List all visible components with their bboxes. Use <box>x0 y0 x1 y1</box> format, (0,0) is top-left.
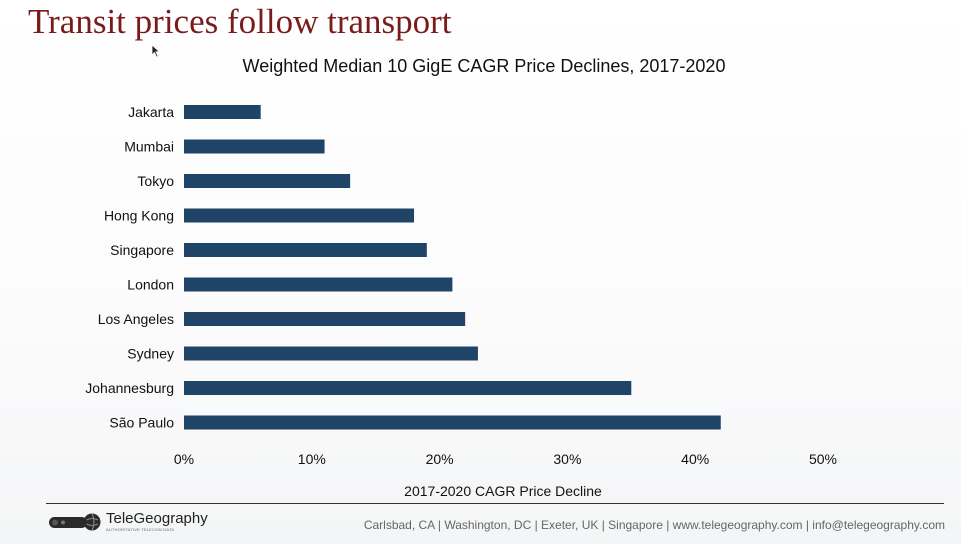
x-tick-label: 30% <box>553 451 581 467</box>
slide-title: Transit prices follow transport <box>28 2 452 41</box>
footer-logo: TeleGeography AUTHORITATIVE TELECOM DATA <box>48 511 208 533</box>
globe-logo-icon <box>49 513 101 531</box>
category-label: London <box>127 277 174 293</box>
bar <box>184 312 466 326</box>
x-axis-title: 2017-2020 CAGR Price Decline <box>404 483 602 499</box>
category-label: Los Angeles <box>98 311 174 327</box>
x-tick-label: 50% <box>809 451 837 467</box>
category-label: Jakarta <box>128 104 174 120</box>
category-label: Tokyo <box>137 173 174 189</box>
mouse-pointer-icon <box>151 44 161 58</box>
bar <box>184 139 325 154</box>
bar <box>184 381 632 395</box>
x-tick-label: 0% <box>174 451 194 467</box>
footer-tagline: AUTHORITATIVE TELECOM DATA <box>106 527 175 532</box>
footer-contact: Carlsbad, CA | Washington, DC | Exeter, … <box>363 518 945 532</box>
x-tick-label: 10% <box>298 451 326 467</box>
bar <box>184 105 261 119</box>
bar <box>184 243 427 257</box>
bars-group <box>184 105 721 430</box>
footer-brand: TeleGeography <box>106 510 208 527</box>
category-label: Singapore <box>110 242 174 258</box>
x-tick-label: 20% <box>426 451 454 467</box>
category-label: Hong Kong <box>104 208 174 224</box>
footer-logo-text: TeleGeography AUTHORITATIVE TELECOM DATA <box>106 511 208 533</box>
footer-divider <box>46 503 944 504</box>
category-label: Sydney <box>127 346 174 362</box>
category-labels: Jakarta Mumbai Tokyo Hong Kong Singapore Lond… <box>85 104 174 431</box>
category-label: São Paulo <box>109 415 174 431</box>
chart-title: Weighted Median 10 GigE CAGR Price Decli… <box>243 56 726 76</box>
category-label: Mumbai <box>124 139 174 155</box>
bar <box>184 346 478 361</box>
category-label: Johannesburg <box>85 380 174 396</box>
x-tick-label: 40% <box>681 451 709 467</box>
bar <box>184 174 351 188</box>
x-tick-labels: 0% 10% 20% 30% 40% 50% <box>174 451 837 467</box>
bar <box>184 277 453 292</box>
bar <box>184 208 415 223</box>
bar <box>184 415 721 430</box>
